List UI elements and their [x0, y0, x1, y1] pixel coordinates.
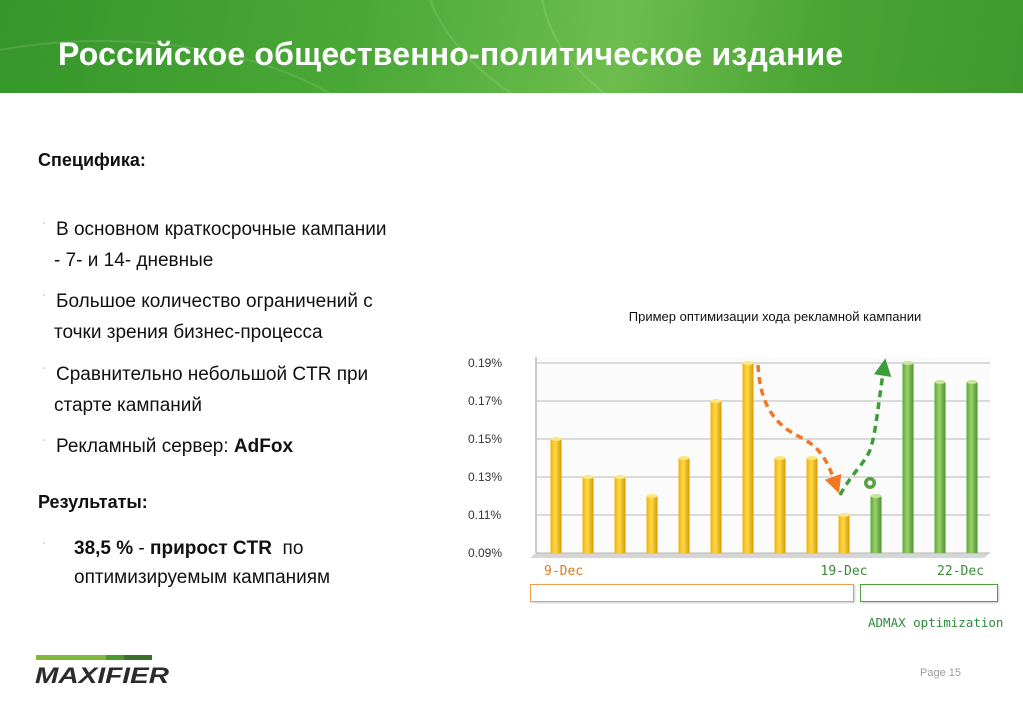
- result-line2: оптимизируемым кампаниям: [74, 567, 331, 588]
- bullet-restrictions: - Большое количество ограничений с точки …: [42, 286, 462, 348]
- bar-baseline: [614, 475, 626, 553]
- bar-baseline: [582, 475, 594, 553]
- y-tick-label: 0.19%: [468, 356, 502, 370]
- bullet-line: В основном краткосрочные кампании: [56, 219, 387, 240]
- bullet-dash: -: [42, 289, 46, 301]
- x-axis-ticks: 9-Dec 19-Dec 22-Dec: [544, 564, 984, 579]
- bullet-dash: -: [42, 537, 46, 549]
- bullet-line: Большое количество ограничений с: [56, 291, 373, 312]
- bullet-dash: -: [42, 217, 46, 229]
- bar-baseline: [838, 513, 850, 553]
- maxifier-logo: MAXIFIER: [35, 655, 169, 685]
- bullet-prefix: Рекламный сервер:: [56, 436, 234, 457]
- y-tick-label: 0.09%: [468, 546, 502, 560]
- ad-server-name: AdFox: [233, 436, 294, 457]
- chart-title: Пример оптимизации хода рекламной кампан…: [628, 309, 922, 324]
- admax-range-bar: [860, 584, 998, 602]
- bullet-ad-server: - Рекламный сервер: AdFox: [42, 431, 462, 462]
- bar-baseline: [806, 456, 818, 553]
- y-axis-ticks: 0.09% 0.11% 0.13% 0.15% 0.17% 0.19%: [468, 356, 502, 560]
- bar-baseline: [710, 399, 722, 553]
- ctr-bar-chart: 0.09% 0.11% 0.13% 0.15% 0.17% 0.19% 9-Dec 19-D…: [468, 356, 990, 579]
- bullet-dash: -: [42, 434, 46, 446]
- result-sep: -: [133, 538, 151, 559]
- bullet-line: точки зрения бизнес-процесса: [54, 322, 323, 343]
- bar-baseline: [646, 494, 658, 553]
- admax-marker-icon: [864, 477, 876, 489]
- chart-bars: [550, 361, 978, 553]
- bar-baseline: [742, 361, 754, 553]
- result-metric: прирост CTR: [150, 538, 272, 559]
- y-tick-label: 0.17%: [468, 394, 502, 408]
- bar-baseline: [774, 456, 786, 553]
- bar-baseline: [678, 456, 690, 553]
- x-tick-label: 19-Dec: [821, 564, 868, 579]
- page-number: Page 15: [920, 667, 961, 679]
- y-tick-label: 0.13%: [468, 470, 502, 484]
- plot-area: [536, 357, 990, 553]
- chart-floor: [530, 553, 990, 558]
- result-rest: по: [271, 538, 304, 559]
- bar-baseline: [550, 437, 562, 553]
- decline-arrow: [756, 364, 842, 494]
- x-tick-label: 9-Dec: [544, 564, 583, 579]
- bullet-line: старте кампаний: [54, 395, 202, 416]
- chart-grid: [530, 357, 990, 558]
- bar-optimized: [902, 361, 914, 553]
- bar-optimized: [870, 494, 882, 553]
- result-percent: 38,5 %: [74, 538, 134, 559]
- bullet-dash: -: [42, 362, 46, 374]
- admax-optimization-label: ADMAX optimization: [868, 615, 1004, 630]
- title-banner: Российское общественно-политическое изда…: [0, 0, 1023, 93]
- campaign-range-bar: [530, 584, 854, 602]
- bullet-line: - 7- и 14- дневные: [54, 250, 214, 271]
- bar-optimized: [934, 380, 946, 553]
- results-item: - 38,5 % - прирост CTR по оптимизируемым…: [42, 534, 462, 588]
- results-heading: Результаты:: [38, 492, 148, 512]
- bar-optimized: [966, 380, 978, 553]
- bullet-short-campaigns: -В основном краткосрочные кампании - 7- …: [42, 214, 462, 276]
- y-tick-label: 0.15%: [468, 432, 502, 446]
- page-title: Российское общественно-политическое изда…: [58, 36, 844, 72]
- x-tick-label: 22-Dec: [937, 564, 984, 579]
- bullet-low-ctr: - Сравнительно небольшой CTR при старте к…: [42, 359, 462, 421]
- specifics-heading: Специфика:: [38, 150, 146, 170]
- y-tick-label: 0.11%: [468, 508, 501, 522]
- logo-wordmark: MAXIFIER: [35, 663, 169, 685]
- growth-arrow: [838, 358, 892, 496]
- bullet-line: Сравнительно небольшой CTR при: [56, 364, 369, 385]
